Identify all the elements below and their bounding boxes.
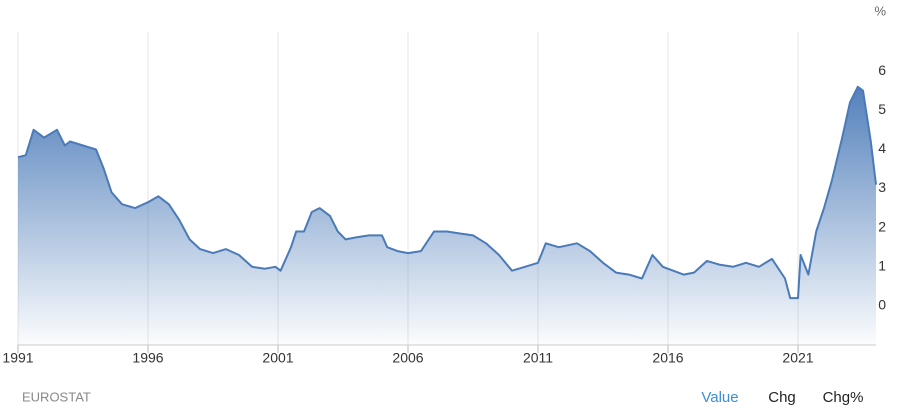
x-tick-label: 2016 [652, 350, 683, 366]
chg-button[interactable]: Chg [768, 389, 796, 406]
chg-pct-button[interactable]: Chg% [823, 389, 864, 406]
value-button[interactable]: Value [701, 389, 738, 406]
y-tick-label: 3 [878, 179, 886, 195]
line [17, 85, 877, 300]
x-tick-label: 2021 [782, 350, 813, 366]
area-fill [18, 86, 876, 346]
x-tick-label: 2011 [523, 350, 553, 366]
y-unit: % [874, 3, 886, 18]
x-tick-label: 1991 [2, 350, 33, 366]
y-tick-label: 2 [878, 218, 886, 234]
x-tick-label: 2001 [262, 350, 293, 366]
y-tick-label: 5 [878, 101, 886, 117]
y-tick-label: 6 [878, 62, 886, 78]
x-tick-label: 2006 [392, 350, 423, 366]
source: EUROSTAT [22, 389, 91, 404]
y-tick-label: 1 [878, 257, 886, 273]
x-tick-label: 1996 [132, 350, 163, 366]
y-tick-label: 4 [878, 140, 886, 156]
y-tick-label: 0 [878, 297, 886, 313]
